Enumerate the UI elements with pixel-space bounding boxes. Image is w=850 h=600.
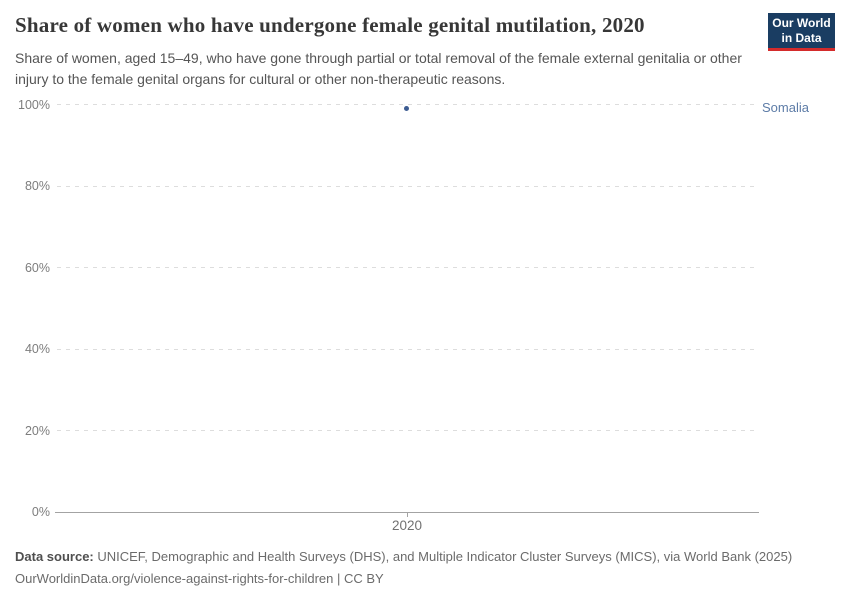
data-point-somalia[interactable]	[404, 105, 409, 111]
owid-logo[interactable]: Our World in Data	[768, 13, 835, 51]
y-tick-label-20: 20%	[24, 423, 50, 438]
y-tick-label-60: 60%	[24, 260, 50, 275]
chart-subtitle: Share of women, aged 15–49, who have gon…	[15, 50, 742, 87]
data-source-label: Data source:	[15, 549, 94, 564]
data-source-text: UNICEF, Demographic and Health Surveys (…	[93, 549, 793, 564]
y-tick-label-80: 80%	[24, 179, 50, 193]
owid-logo-line1: Our World	[772, 16, 831, 31]
license-line[interactable]: OurWorldinData.org/violence-against-righ…	[15, 570, 384, 586]
gridline-60	[57, 267, 755, 268]
gridline-40	[57, 348, 755, 350]
chart-footer: Data source: UNICEF, Demographic and Hea…	[15, 547, 835, 590]
gridline-100	[57, 104, 755, 105]
y-tick-label-100: 100%	[18, 97, 50, 112]
x-tick-mark-2020	[406, 512, 408, 517]
chart-title: Share of women who have undergone female…	[15, 13, 645, 37]
x-tick-label-2020: 2020	[391, 517, 423, 533]
gridline-20	[57, 430, 755, 431]
y-tick-label-0: 0%	[31, 505, 50, 519]
data-source-line: Data source: UNICEF, Demographic and Hea…	[15, 547, 835, 568]
owid-logo-line2: in Data	[781, 30, 822, 45]
series-label-somalia[interactable]: Somalia	[762, 100, 809, 116]
y-tick-label-40: 40%	[24, 342, 50, 356]
gridline-80	[57, 185, 755, 187]
